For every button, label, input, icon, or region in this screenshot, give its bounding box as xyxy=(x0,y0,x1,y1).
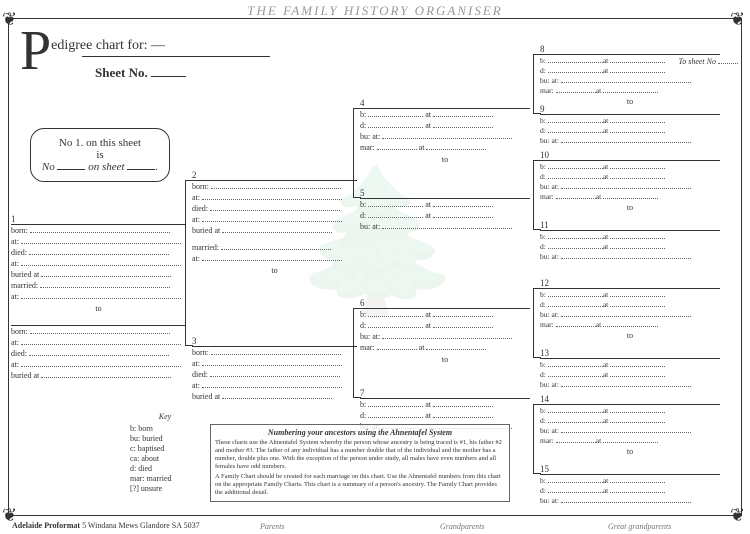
note-box: No 1. on this sheet is No on sheet . xyxy=(30,128,170,182)
person-1: 1 born: at: died: at: buried at married:… xyxy=(11,214,186,381)
ref-sheet-blank[interactable] xyxy=(127,169,155,170)
key-legend: Key b: born bu: buried c: baptised ca: a… xyxy=(130,412,200,494)
bracket xyxy=(353,308,361,398)
person-3: 3 born: at: died: at: buried at xyxy=(192,336,357,402)
sheet-no-label: Sheet No. xyxy=(95,65,148,80)
person-12: 12 b:at d:at bu: at: mar:at to xyxy=(540,278,720,342)
person-2: 2 born: at: died: at: buried at married:… xyxy=(192,170,357,277)
person-10: 10 b:at d:at bu: at: mar:at to xyxy=(540,150,720,214)
bracket xyxy=(185,180,193,346)
bracket xyxy=(533,404,541,474)
person-14: 14 b:at d:at bu: at: mar:at to xyxy=(540,394,720,458)
numbering-explainer: Numbering your ancestors using the Ahnen… xyxy=(210,424,510,502)
person-8: 8 b:at d:at bu: at: mar:at to xyxy=(540,44,720,108)
address: 5 Windana Mews Glandore SA 5037 xyxy=(80,521,200,530)
person-13: 13 b:at d:at bu: at: xyxy=(540,348,720,389)
brand: Adelaide Proformat xyxy=(12,521,80,530)
bracket xyxy=(533,160,541,230)
person-6: 6 b: at d: at bu: at: mar: at to xyxy=(360,298,530,366)
person-4: 4 b: at d: at bu: at: mar: at to xyxy=(360,98,530,166)
ref-no-blank[interactable] xyxy=(57,169,85,170)
chart-title: edigree chart for: — xyxy=(20,30,270,54)
gen-label-greatgrandparents: Great grandparents xyxy=(608,522,671,531)
person-9: 9 b:at d:at bu: at: xyxy=(540,104,720,145)
bracket xyxy=(353,108,361,198)
sheet-no-blank[interactable] xyxy=(151,76,186,77)
bracket xyxy=(533,54,541,114)
person-5: 5 b: at d: at bu: at: xyxy=(360,188,530,232)
title-block: P edigree chart for: — Sheet No. xyxy=(20,30,270,81)
gen-label-grandparents: Grandparents xyxy=(440,522,485,531)
gen-label-parents: Parents xyxy=(260,522,285,531)
bracket xyxy=(533,288,541,358)
dropcap-p: P xyxy=(20,30,51,72)
person-15: 15 b:at d:at bu: at: xyxy=(540,464,720,505)
person-11: 11 b:at d:at bu: at: xyxy=(540,220,720,261)
